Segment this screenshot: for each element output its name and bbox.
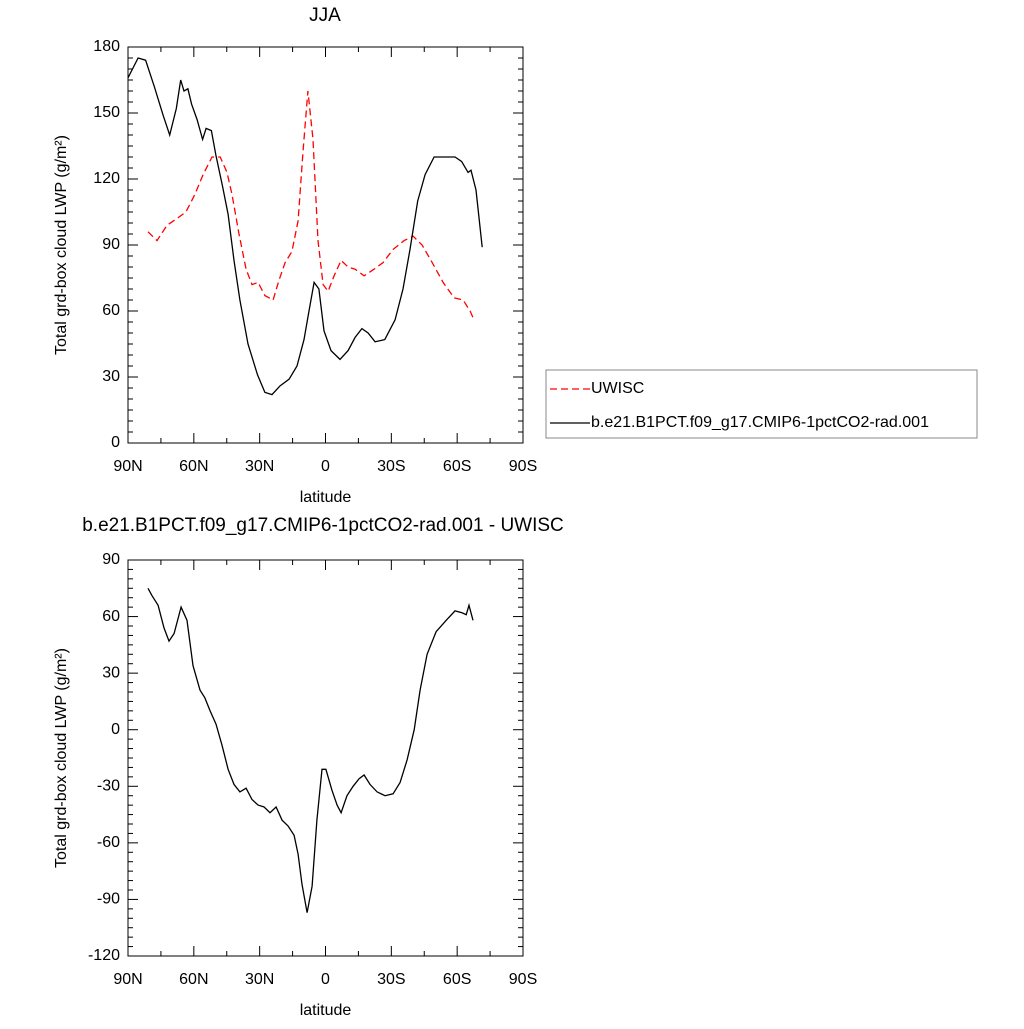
- x-tick-label: 60N: [179, 458, 208, 475]
- y-axis-label: Total grd-box cloud LWP (g/m²): [53, 135, 70, 355]
- y-tick-label: 60: [102, 302, 120, 319]
- y-tick-label: 180: [93, 38, 120, 55]
- y-tick-label: 120: [93, 170, 120, 187]
- y-tick-label: -30: [97, 778, 120, 795]
- x-tick-label: 30N: [245, 971, 274, 988]
- y-tick-label: 0: [111, 434, 120, 451]
- y-tick-label: 30: [102, 368, 120, 385]
- chart-title: JJA: [309, 5, 341, 26]
- y-tick-label: 150: [93, 104, 120, 121]
- legend-label: b.e21.B1PCT.f09_g17.CMIP6-1pctCO2-rad.00…: [591, 414, 929, 431]
- chart-title: b.e21.B1PCT.f09_g17.CMIP6-1pctCO2-rad.00…: [82, 515, 564, 536]
- y-tick-label: 90: [102, 551, 120, 568]
- x-axis-label: latitude: [300, 489, 352, 506]
- x-tick-label: 0: [321, 971, 330, 988]
- y-tick-label: 30: [102, 664, 120, 681]
- legend-label: UWISC: [591, 380, 644, 397]
- y-tick-label: 60: [102, 608, 120, 625]
- x-tick-label: 30S: [377, 971, 405, 988]
- legend-box: [545, 369, 978, 439]
- x-tick-label: 0: [321, 458, 330, 475]
- y-tick-label: 90: [102, 236, 120, 253]
- y-tick-label: -90: [97, 891, 120, 908]
- x-tick-label: 90N: [113, 458, 142, 475]
- x-tick-label: 90S: [509, 971, 537, 988]
- x-tick-label: 90S: [509, 458, 537, 475]
- y-tick-label: -60: [97, 834, 120, 851]
- x-tick-label: 60S: [443, 458, 471, 475]
- y-tick-label: -120: [88, 947, 120, 964]
- data-line: [147, 90, 474, 318]
- plot-frame: [127, 46, 524, 444]
- x-tick-label: 60S: [443, 971, 471, 988]
- x-tick-label: 90N: [113, 971, 142, 988]
- x-tick-label: 60N: [179, 971, 208, 988]
- x-tick-label: 30S: [377, 458, 405, 475]
- y-tick-label: 0: [111, 721, 120, 738]
- data-line: [127, 57, 483, 396]
- x-tick-label: 30N: [245, 458, 274, 475]
- data-line: [147, 587, 474, 913]
- y-axis-label: Total grd-box cloud LWP (g/m²): [53, 648, 70, 868]
- x-axis-label: latitude: [300, 1002, 352, 1019]
